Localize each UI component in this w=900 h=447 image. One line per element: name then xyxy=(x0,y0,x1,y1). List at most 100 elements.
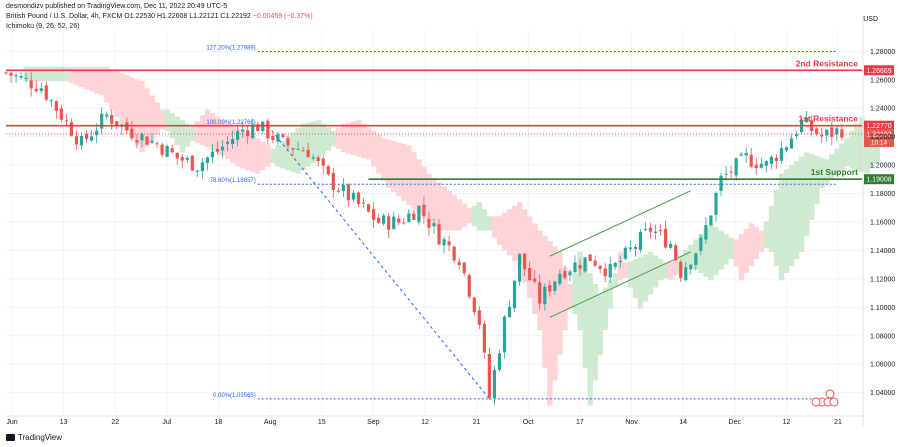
cloud-segment-bearish xyxy=(501,212,508,251)
cloud-segment-bullish xyxy=(33,66,40,82)
cloud-segment-bullish xyxy=(582,262,588,368)
candle-body xyxy=(4,72,8,74)
cloud-segment-bearish xyxy=(456,199,462,231)
candle-body xyxy=(699,237,703,251)
ohlc-values: O1.22530 H1.22608 L1.22121 C1.22192 xyxy=(124,13,251,20)
candle-body xyxy=(225,141,230,144)
candle-body xyxy=(392,216,396,230)
cloud-segment-bullish xyxy=(597,294,603,356)
cloud-segment-bullish xyxy=(723,234,729,265)
candle-body xyxy=(658,230,663,232)
cloud-segment-bullish xyxy=(300,123,306,171)
cloud-segment-bullish xyxy=(471,205,478,227)
cloud-segment-bullish xyxy=(63,66,70,82)
cloud-segment-bullish xyxy=(854,123,860,171)
candle-body xyxy=(694,253,698,265)
cloud-segment-bearish xyxy=(240,130,246,169)
candle-body xyxy=(442,239,446,246)
cloud-segment-bearish xyxy=(396,142,402,197)
symbol-info: British Pound / U.S. Dollar, 4h, FXCM O1… xyxy=(6,13,313,20)
cloud-segment-bullish xyxy=(325,127,332,151)
candle-body xyxy=(573,262,577,273)
time-tick-label: 17 xyxy=(576,419,584,426)
candle-body xyxy=(230,139,235,145)
cloud-segment-bearish xyxy=(124,75,130,131)
cloud-segment-bullish xyxy=(642,254,649,302)
candle-body xyxy=(130,128,134,139)
event-marker-icon xyxy=(829,397,839,407)
cloud-segment-bearish xyxy=(673,258,679,275)
candle-body xyxy=(95,130,99,135)
cloud-segment-bearish xyxy=(365,127,372,160)
candle-body xyxy=(246,130,250,136)
price-tick-label: 1.06000 xyxy=(870,362,895,369)
candle-body xyxy=(417,205,421,223)
candle-body xyxy=(749,154,753,167)
cloud-segment-bullish xyxy=(637,256,644,309)
cloud-segment-bullish xyxy=(275,145,281,167)
cloud-segment-bearish xyxy=(753,226,760,259)
price-tick-label: 1.12000 xyxy=(870,276,895,283)
candle-body xyxy=(90,136,94,141)
candle-body xyxy=(276,134,280,142)
candle-body xyxy=(794,134,799,136)
time-tick-label: Sep xyxy=(367,419,380,426)
candle-body xyxy=(633,247,638,249)
price-tick-label: 1.10000 xyxy=(870,305,895,312)
cloud-segment-bearish xyxy=(522,209,528,283)
candle-body xyxy=(623,247,627,259)
candle-body xyxy=(523,253,527,270)
cloud-segment-bearish xyxy=(496,216,503,245)
price-tick-label: 1.28000 xyxy=(870,49,895,56)
candle-body xyxy=(825,129,829,136)
cloud-segment-bearish xyxy=(340,123,347,153)
price-tick-label: 1.26000 xyxy=(870,77,895,84)
cloud-segment-bearish xyxy=(552,246,558,381)
cloud-segment-bearish xyxy=(245,133,251,171)
cloud-segment-bullish xyxy=(834,148,840,176)
candle-body xyxy=(49,100,53,102)
candle-body xyxy=(301,150,305,152)
cloud-segment-bearish xyxy=(360,123,367,158)
cloud-segment-bullish xyxy=(773,189,780,267)
level-label: 1st Resistance xyxy=(798,114,858,124)
countdown-label: 10:14 xyxy=(871,139,888,146)
fib-trend-line xyxy=(267,125,490,400)
candle-body xyxy=(769,156,773,164)
cloud-segment-bullish xyxy=(844,138,850,167)
candle-body xyxy=(583,257,587,272)
cloud-segment-bullish xyxy=(703,228,709,277)
cloud-segment-bullish xyxy=(713,226,719,275)
time-tick-label: 21 xyxy=(473,419,481,426)
cloud-segment-bearish xyxy=(99,66,105,96)
price-tag-label: 1.26669 xyxy=(866,68,891,75)
candle-body xyxy=(518,253,522,282)
cloud-segment-bearish xyxy=(154,102,160,136)
cloud-segment-bullish xyxy=(728,237,734,259)
candle-body xyxy=(533,278,537,282)
cloud-segment-bullish xyxy=(53,66,60,82)
candle-body xyxy=(170,148,174,153)
cloud-segment-bullish xyxy=(647,251,654,295)
cloud-segment-bullish xyxy=(330,130,337,147)
candle-body xyxy=(326,166,330,175)
chart-grid xyxy=(6,30,862,414)
cloud-segment-bearish xyxy=(506,209,513,256)
candle-body xyxy=(271,136,275,140)
time-tick-label: 21 xyxy=(834,419,842,426)
time-tick-label: Nov xyxy=(625,419,638,426)
candle-body xyxy=(598,265,602,269)
candle-body xyxy=(553,281,557,291)
candle-body xyxy=(462,262,466,274)
footer-brand: TradingView xyxy=(6,433,62,442)
cloud-segment-bearish xyxy=(119,73,125,124)
candle-body xyxy=(719,175,723,191)
candle-body xyxy=(774,157,778,161)
cloud-segment-bearish xyxy=(345,122,352,154)
candle-body xyxy=(840,129,844,138)
cloud-segment-bearish xyxy=(532,223,538,315)
cloud-segment-bullish xyxy=(849,130,855,169)
candle-body xyxy=(679,261,683,278)
cloud-segment-bearish xyxy=(758,230,765,252)
